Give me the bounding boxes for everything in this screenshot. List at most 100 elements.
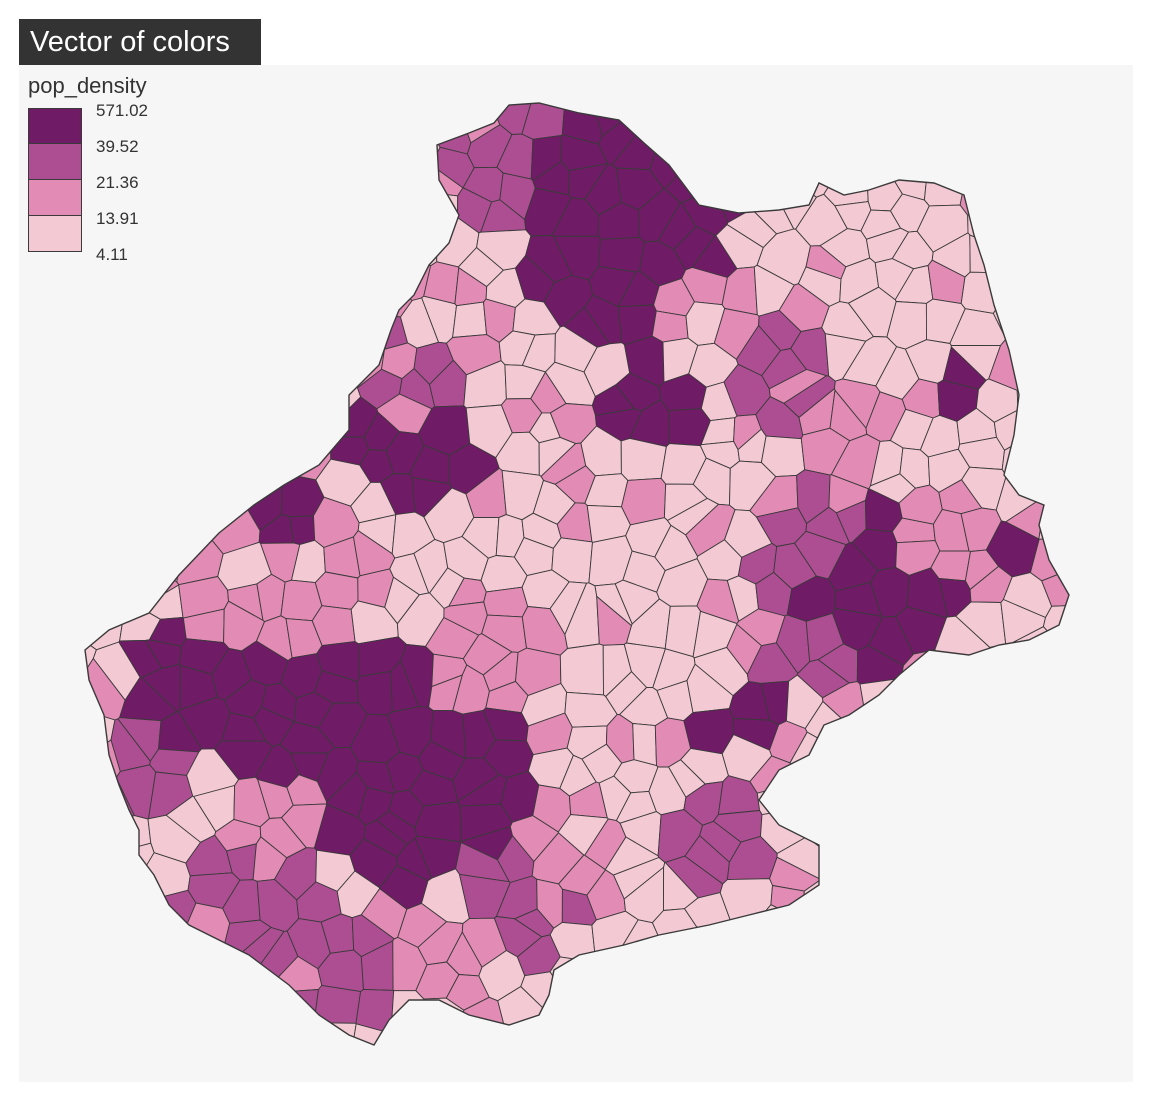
commune-polygon[interactable]	[19, 596, 82, 638]
commune-polygon[interactable]	[19, 760, 86, 817]
commune-polygon[interactable]	[676, 926, 733, 958]
commune-polygon[interactable]	[282, 418, 330, 450]
commune-polygon[interactable]	[905, 984, 949, 1027]
commune-polygon[interactable]	[19, 797, 81, 867]
commune-polygon[interactable]	[615, 65, 688, 97]
commune-polygon[interactable]	[81, 501, 127, 552]
commune-polygon[interactable]	[916, 768, 973, 811]
commune-polygon[interactable]	[19, 924, 92, 987]
commune-polygon[interactable]	[888, 999, 939, 1070]
commune-polygon[interactable]	[147, 88, 189, 134]
commune-polygon[interactable]	[1042, 757, 1133, 816]
commune-polygon[interactable]	[350, 175, 394, 221]
commune-polygon[interactable]	[318, 91, 365, 133]
commune-polygon[interactable]	[803, 65, 869, 96]
commune-polygon[interactable]	[651, 93, 702, 141]
commune-polygon[interactable]	[521, 95, 566, 140]
commune-polygon[interactable]	[843, 986, 890, 1028]
commune-polygon[interactable]	[271, 989, 319, 1024]
commune-polygon[interactable]	[744, 65, 810, 98]
commune-polygon[interactable]	[65, 1019, 139, 1082]
commune-polygon[interactable]	[639, 1015, 712, 1082]
commune-polygon[interactable]	[290, 95, 332, 140]
commune-polygon[interactable]	[39, 990, 105, 1025]
commune-polygon[interactable]	[482, 65, 529, 104]
commune-polygon[interactable]	[74, 437, 123, 481]
commune-polygon[interactable]	[296, 135, 333, 169]
commune-polygon[interactable]	[224, 973, 259, 1026]
commune-polygon[interactable]	[900, 818, 936, 850]
commune-polygon[interactable]	[76, 799, 125, 844]
commune-polygon[interactable]	[1008, 264, 1056, 314]
commune-polygon[interactable]	[813, 771, 873, 816]
commune-polygon[interactable]	[892, 699, 941, 744]
commune-polygon[interactable]	[151, 329, 199, 368]
commune-polygon[interactable]	[694, 169, 735, 207]
commune-polygon[interactable]	[1030, 195, 1090, 234]
commune-polygon[interactable]	[102, 967, 145, 1011]
commune-polygon[interactable]	[821, 929, 864, 962]
commune-polygon[interactable]	[174, 435, 220, 475]
commune-polygon[interactable]	[990, 98, 1038, 144]
commune-polygon[interactable]	[149, 510, 188, 553]
commune-polygon[interactable]	[38, 837, 98, 896]
commune-polygon[interactable]	[193, 339, 241, 389]
commune-polygon[interactable]	[859, 677, 909, 711]
commune-polygon[interactable]	[932, 661, 969, 710]
commune-polygon[interactable]	[961, 814, 1004, 863]
commune-polygon[interactable]	[930, 813, 967, 853]
commune-polygon[interactable]	[749, 116, 791, 171]
commune-polygon[interactable]	[1038, 827, 1133, 904]
commune-polygon[interactable]	[385, 1026, 436, 1082]
commune-polygon[interactable]	[789, 121, 827, 160]
commune-polygon[interactable]	[184, 368, 229, 413]
commune-polygon[interactable]	[171, 1001, 214, 1068]
commune-polygon[interactable]	[224, 156, 273, 205]
commune-polygon[interactable]	[79, 576, 128, 618]
commune-polygon[interactable]	[277, 65, 334, 98]
commune-polygon[interactable]	[139, 226, 190, 274]
commune-polygon[interactable]	[152, 170, 199, 215]
commune-polygon[interactable]	[685, 65, 745, 91]
commune-polygon[interactable]	[996, 919, 1045, 965]
commune-polygon[interactable]	[80, 540, 116, 584]
commune-polygon[interactable]	[383, 99, 436, 145]
commune-polygon[interactable]	[473, 1022, 531, 1082]
commune-polygon[interactable]	[286, 1013, 323, 1082]
commune-polygon[interactable]	[167, 489, 217, 540]
commune-polygon[interactable]	[243, 65, 294, 114]
commune-polygon[interactable]	[321, 128, 365, 165]
commune-polygon[interactable]	[231, 337, 274, 383]
commune-polygon[interactable]	[230, 300, 271, 339]
commune-polygon[interactable]	[175, 97, 216, 129]
commune-polygon[interactable]	[928, 938, 975, 976]
commune-polygon[interactable]	[862, 703, 899, 739]
commune-polygon[interactable]	[183, 957, 227, 1004]
commune-polygon[interactable]	[1016, 312, 1069, 362]
commune-polygon[interactable]	[960, 271, 1011, 314]
commune-polygon[interactable]	[999, 155, 1046, 201]
commune-polygon[interactable]	[792, 782, 828, 839]
commune-polygon[interactable]	[222, 263, 259, 303]
commune-polygon[interactable]	[397, 203, 432, 234]
commune-polygon[interactable]	[1001, 1021, 1098, 1082]
commune-polygon[interactable]	[401, 129, 441, 176]
commune-polygon[interactable]	[994, 843, 1040, 880]
commune-polygon[interactable]	[89, 298, 130, 346]
commune-polygon[interactable]	[632, 723, 657, 767]
commune-polygon[interactable]	[122, 371, 169, 419]
commune-polygon[interactable]	[853, 734, 894, 783]
commune-polygon[interactable]	[111, 926, 164, 964]
commune-polygon[interactable]	[859, 968, 908, 1021]
commune-polygon[interactable]	[143, 272, 194, 318]
commune-polygon[interactable]	[19, 668, 88, 710]
commune-polygon[interactable]	[19, 291, 98, 353]
commune-polygon[interactable]	[823, 850, 881, 897]
commune-polygon[interactable]	[168, 126, 226, 166]
commune-polygon[interactable]	[941, 124, 984, 177]
commune-polygon[interactable]	[930, 65, 964, 101]
commune-polygon[interactable]	[316, 259, 362, 306]
commune-polygon[interactable]	[190, 276, 240, 320]
commune-polygon[interactable]	[45, 754, 103, 800]
commune-polygon[interactable]	[774, 943, 808, 984]
